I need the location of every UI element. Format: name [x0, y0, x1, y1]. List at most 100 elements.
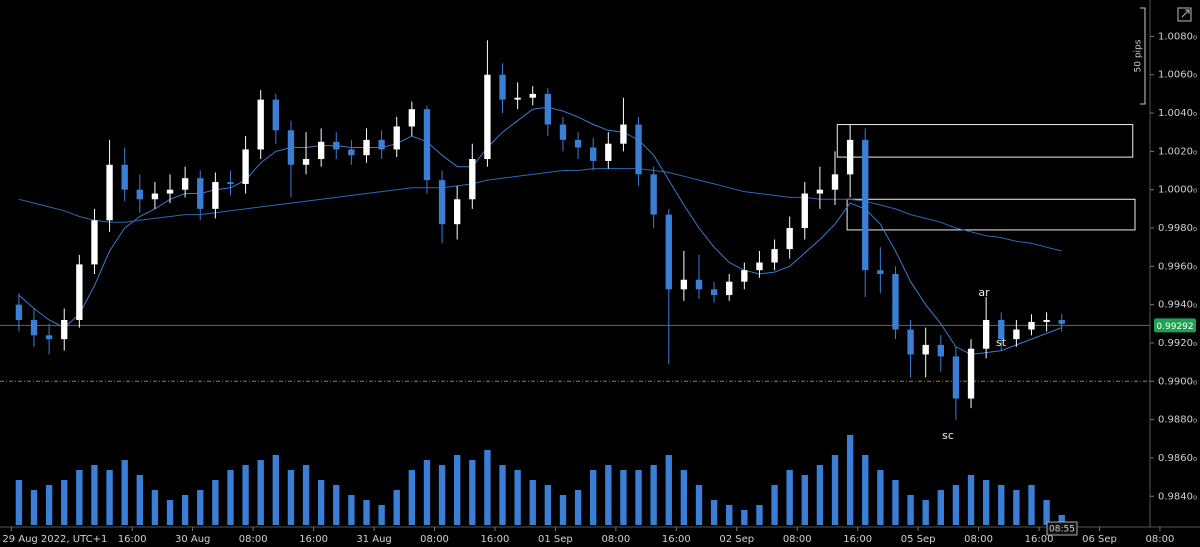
- candle-body: [1028, 321, 1035, 330]
- candle-body: [756, 262, 763, 271]
- volume-bar: [529, 480, 536, 525]
- volume-bar: [786, 470, 793, 525]
- current-price-label: 0.99292: [1156, 322, 1193, 332]
- x-tick-label: 01 Sep: [538, 534, 573, 545]
- icon-arrow[interactable]: [1181, 9, 1190, 18]
- volume-bar: [166, 500, 174, 525]
- candle-body: [1013, 329, 1020, 340]
- volume-bar: [998, 485, 1005, 525]
- volume-bar: [605, 465, 612, 525]
- popout-icon[interactable]: [1177, 7, 1192, 22]
- candle-body: [166, 189, 174, 194]
- candle-body: [272, 99, 279, 131]
- x-tick-label: 06 Sep: [1082, 534, 1117, 545]
- candle-body: [30, 319, 38, 336]
- volume-bar: [1043, 500, 1050, 525]
- candle-body: [605, 143, 612, 161]
- candle-body: [317, 141, 325, 160]
- x-tick-label: 08:00: [601, 534, 630, 545]
- x-tick-label: 05 Sep: [901, 534, 936, 545]
- x-tick-label: 16:00: [662, 534, 691, 545]
- time-label: 08:55: [1049, 525, 1075, 535]
- y-tick-label: 0.9920₀: [1158, 338, 1197, 349]
- y-tick-label: 1.0080₀: [1158, 31, 1197, 42]
- candle-body: [151, 193, 159, 200]
- icon-frame[interactable]: [1177, 7, 1192, 22]
- volume-bar: [982, 480, 990, 525]
- candle-body: [45, 335, 53, 340]
- candle-body: [892, 273, 899, 330]
- candle-body: [982, 319, 990, 349]
- candle-body: [197, 178, 204, 209]
- candle-body: [257, 99, 264, 150]
- candle-body: [287, 130, 295, 165]
- volume-bar: [559, 495, 567, 525]
- candle-body: [363, 139, 370, 156]
- x-tick-label: 16:00: [118, 534, 147, 545]
- annotation: sc: [942, 429, 954, 442]
- volume-bar: [121, 460, 128, 525]
- y-tick-label: 0.9980₀: [1158, 223, 1197, 234]
- volume-bar: [45, 485, 53, 525]
- volume-bar: [801, 475, 808, 525]
- candle-body: [998, 319, 1005, 340]
- x-tick-label: 30 Aug: [175, 534, 210, 545]
- candle-body: [786, 228, 793, 250]
- y-tick-label: 0.9940₀: [1158, 300, 1197, 311]
- ruler-label: 50 pips: [1134, 39, 1144, 72]
- y-tick-label: 0.9860₀: [1158, 453, 1197, 464]
- volume-bar: [393, 490, 400, 525]
- y-tick-label: 1.0060₀: [1158, 70, 1197, 81]
- volume-bar: [30, 490, 38, 525]
- volume-bar: [922, 500, 929, 525]
- candle-body: [393, 126, 400, 150]
- candle-body: [333, 141, 340, 150]
- x-tick-label: 08:00: [420, 534, 449, 545]
- volume-bar: [846, 435, 854, 525]
- candle-body: [438, 180, 446, 225]
- candle-body: [877, 270, 884, 274]
- candle-body: [76, 264, 83, 320]
- annotation: st: [996, 336, 1007, 349]
- volume-bar: [590, 470, 597, 525]
- volume-bar: [544, 485, 552, 525]
- volume-bar: [635, 470, 642, 525]
- x-tick-label: 16:00: [481, 534, 510, 545]
- y-tick-label: 1.0000₀: [1158, 185, 1197, 196]
- y-tick-label: 0.9840₀: [1158, 491, 1197, 502]
- ma-line: [18, 168, 1062, 252]
- volume-bar: [650, 465, 657, 525]
- volume-bar: [227, 470, 234, 525]
- candle-body: [514, 97, 521, 100]
- candle-body: [741, 270, 748, 282]
- candle-body: [635, 124, 642, 175]
- candle-body: [680, 279, 688, 290]
- volume-bar: [317, 480, 325, 525]
- zone: [846, 198, 1136, 231]
- x-tick-label: 08:00: [964, 534, 993, 545]
- candle-body: [408, 109, 416, 127]
- volume-bar: [408, 470, 416, 525]
- volume-bar: [363, 500, 370, 525]
- candle-body: [862, 139, 869, 271]
- volume-bar: [106, 470, 113, 525]
- candle-body: [665, 214, 672, 290]
- current-price-box: [1154, 318, 1196, 333]
- ruler: [1140, 7, 1146, 105]
- y-tick-label: 0.9900₀: [1158, 376, 1197, 387]
- volume-bar: [967, 475, 975, 525]
- volume-bar: [181, 495, 189, 525]
- volume-bar: [862, 455, 869, 525]
- x-tick-label: 08:00: [1146, 534, 1175, 545]
- volume-bar: [952, 485, 960, 525]
- volume-bar: [423, 460, 431, 525]
- candle-body: [91, 220, 98, 265]
- x-tick-label: 16:00: [1025, 534, 1054, 545]
- candle-body: [242, 149, 249, 184]
- zone: [836, 124, 1134, 158]
- candle-body: [695, 279, 703, 290]
- volume-bar: [877, 470, 884, 525]
- volume-bar: [574, 490, 582, 525]
- volume-bar: [197, 490, 204, 525]
